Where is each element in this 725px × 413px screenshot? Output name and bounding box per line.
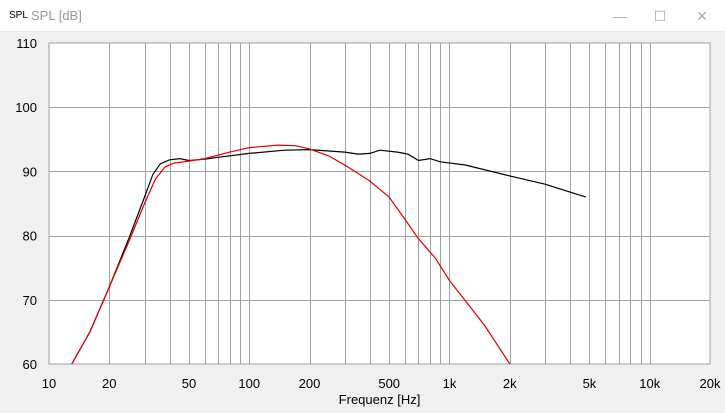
- x-tick-label: 200: [299, 376, 321, 391]
- close-button[interactable]: ✕: [696, 8, 708, 24]
- series-line-black: [71, 148, 587, 365]
- y-tick-label: 70: [23, 293, 37, 308]
- series-line-red: [71, 144, 511, 365]
- maximize-button[interactable]: ☐: [653, 8, 667, 24]
- y-tick-label: 100: [15, 100, 37, 115]
- x-tick-label: 5k: [583, 376, 597, 391]
- x-tick-label: 10: [42, 376, 56, 391]
- x-tick-label: 2k: [503, 376, 517, 391]
- title-bar: SPL SPL [dB] — ☐ ✕: [0, 0, 725, 32]
- app-icon: SPL: [9, 10, 28, 21]
- y-tick-label: 80: [23, 229, 37, 244]
- x-tick-label: 1k: [443, 376, 457, 391]
- x-tick-label: 100: [238, 376, 260, 391]
- plot-area: [48, 42, 711, 365]
- y-tick-label: 110: [16, 36, 37, 51]
- window-title: SPL [dB]: [31, 8, 82, 23]
- x-axis-label: Frequenz [Hz]: [339, 392, 421, 407]
- y-tick-label: 90: [23, 164, 37, 179]
- x-tick-label: 10k: [639, 376, 660, 391]
- x-tick-label: 50: [182, 376, 196, 391]
- x-tick-label: 20k: [700, 376, 721, 391]
- x-tick-label: 20: [102, 376, 116, 391]
- x-tick-label: 500: [378, 376, 400, 391]
- minimize-button[interactable]: —: [613, 8, 627, 24]
- y-tick-label: 60: [23, 357, 37, 372]
